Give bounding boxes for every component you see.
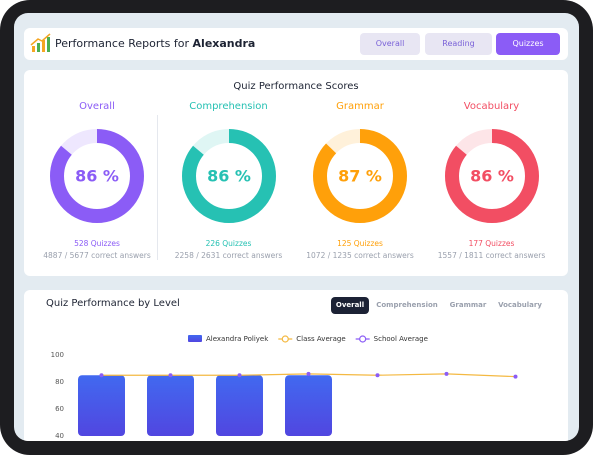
quiz-count: 177 Quizzes <box>468 239 515 248</box>
point <box>375 373 380 378</box>
level-tab[interactable]: Vocabulary <box>498 301 542 309</box>
donut: 87 % <box>313 129 407 223</box>
title-text: Performance Reports for <box>55 37 190 50</box>
scores-card: Quiz Performance Scores Overall 86 % 528 Q… <box>24 70 568 276</box>
donut-arc <box>181 129 276 223</box>
screen: Performance Reports for Alexandra Overal… <box>14 13 579 441</box>
point <box>513 374 518 379</box>
y-tick-label: 80 <box>55 378 64 386</box>
donut-value: 86 % <box>207 167 251 186</box>
level-tab[interactable]: Overall <box>331 297 369 314</box>
legend-swatch <box>188 335 202 342</box>
score-label: Grammar <box>336 101 384 112</box>
correct-answers: 2258 / 2631 correct answers <box>174 251 283 260</box>
legend-label: School Average <box>374 335 428 343</box>
point <box>168 373 173 378</box>
nav-tab[interactable]: Overall <box>360 33 420 55</box>
logo <box>30 33 51 52</box>
donut-value: 86 % <box>470 167 514 186</box>
bar <box>147 375 194 436</box>
correct-answers: 4887 / 5677 correct answers <box>43 251 151 260</box>
header-card: Performance Reports for Alexandra Overal… <box>24 28 568 60</box>
section-title: Quiz Performance Scores <box>233 81 359 92</box>
legend-swatch <box>359 335 367 343</box>
correct-answers: 1072 / 1235 correct answers <box>306 251 414 260</box>
section-title: Quiz Performance by Level <box>46 298 180 309</box>
y-tick-label: 40 <box>55 432 64 440</box>
page-title: Performance Reports for Alexandra <box>55 37 255 50</box>
level-chart: 40 60 80 100 Alexandra Poliyek Class Average S… <box>51 335 518 440</box>
point <box>237 373 242 378</box>
y-tick-label: 100 <box>51 351 64 359</box>
level-tab[interactable]: Grammar <box>449 301 487 309</box>
donut-arc <box>444 129 539 223</box>
score-label: Overall <box>79 101 115 112</box>
level-card: Quiz Performance by Level 40 60 80 100 Alexa… <box>24 290 568 441</box>
point <box>306 371 311 376</box>
donut-arc <box>50 129 144 223</box>
point <box>444 371 449 376</box>
student-name: Alexandra <box>192 37 256 50</box>
donut-value: 87 % <box>338 167 382 186</box>
legend-label: Class Average <box>296 335 345 343</box>
nav-tab[interactable]: Reading <box>425 33 492 55</box>
donut: 86 % <box>181 129 276 223</box>
bar <box>216 375 263 436</box>
level-tab[interactable]: Comprehension <box>376 301 438 309</box>
score-label: Comprehension <box>189 101 268 112</box>
donut: 86 % <box>444 129 539 223</box>
bar <box>78 375 125 436</box>
donut: 86 % <box>50 129 144 223</box>
y-tick-label: 60 <box>55 405 64 413</box>
divider <box>157 115 158 260</box>
quiz-count: 125 Quizzes <box>337 239 383 248</box>
legend-swatch <box>281 335 289 343</box>
quiz-count: 226 Quizzes <box>205 239 252 248</box>
bar <box>285 375 332 436</box>
correct-answers: 1557 / 1811 correct answers <box>437 251 546 260</box>
quiz-count: 528 Quizzes <box>74 239 120 248</box>
donut-value: 86 % <box>75 167 119 186</box>
point <box>99 373 104 378</box>
nav-tab[interactable]: Quizzes <box>496 33 560 55</box>
score-label: Vocabulary <box>463 101 520 112</box>
donut-arc <box>313 129 407 223</box>
legend-label: Alexandra Poliyek <box>206 335 269 343</box>
